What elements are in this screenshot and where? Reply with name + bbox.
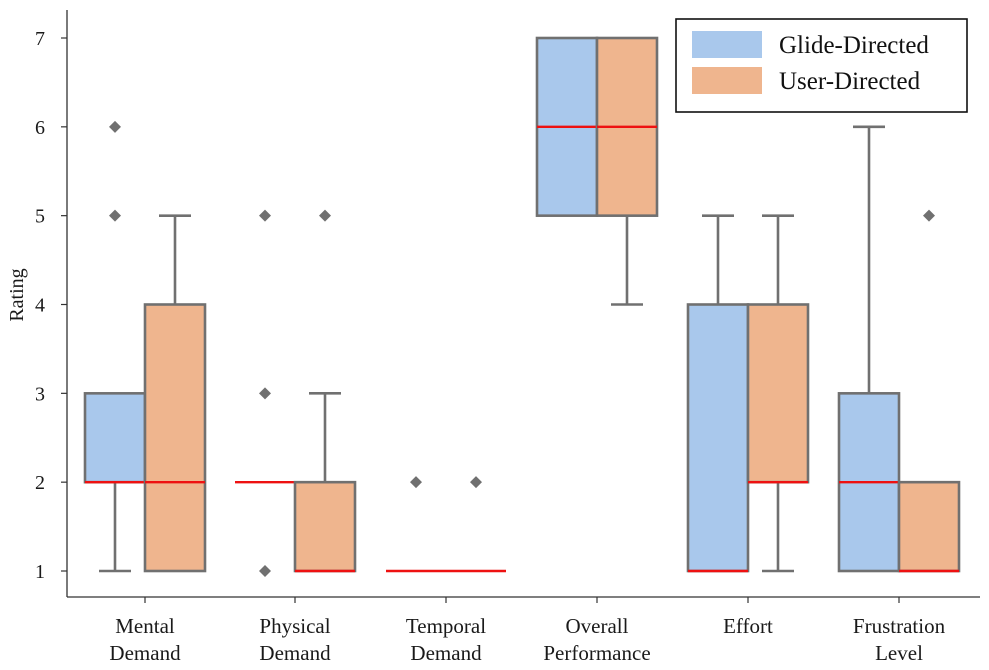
category-label: Demand [259, 641, 331, 665]
box-0 [143, 214, 207, 573]
box-0 [83, 120, 147, 573]
category-label: Performance [543, 641, 650, 665]
y-tick-label: 7 [35, 28, 45, 50]
outlier-point [259, 387, 271, 400]
y-tick-label: 6 [35, 117, 45, 139]
legend-swatch [692, 31, 762, 58]
box-4 [686, 214, 750, 573]
box-body [83, 392, 147, 484]
legend-label: User-Directed [779, 68, 921, 95]
box-body [143, 303, 207, 573]
y-tick-label: 3 [35, 383, 45, 405]
legend: Glide-Directed User-Directed [675, 18, 968, 113]
box-3 [535, 36, 599, 217]
legend-label: Glide-Directed [779, 32, 929, 59]
legend-swatch [692, 67, 762, 94]
outlier-point [259, 209, 271, 222]
category-label: Effort [723, 614, 773, 638]
category-label: Demand [109, 641, 181, 665]
category-label: Demand [410, 641, 482, 665]
outlier-point [923, 209, 935, 222]
y-tick-label: 2 [35, 472, 45, 494]
box-1 [235, 209, 295, 577]
plot-frame [66, 10, 980, 598]
y-tick-label: 5 [35, 206, 45, 228]
outlier-point [109, 209, 121, 222]
category-label: Level [875, 641, 923, 665]
box-4 [746, 214, 810, 573]
box-series [83, 36, 961, 577]
box-body [293, 480, 357, 573]
x-axis: Mental Demand Physical Demand Temporal Demand… [109, 597, 946, 665]
box-5 [837, 125, 901, 573]
box-2 [446, 476, 506, 573]
outlier-point [259, 565, 271, 577]
category-label: Frustration [853, 614, 946, 638]
category-label: Physical [259, 614, 330, 638]
box-body [897, 480, 961, 573]
outlier-point [319, 209, 331, 222]
series-user-directed [143, 36, 961, 573]
y-tick-label: 1 [35, 561, 45, 583]
category-label: Temporal [406, 614, 486, 638]
outlier-point [109, 120, 121, 133]
category-label: Overall [566, 614, 629, 638]
outlier-point [470, 476, 482, 489]
box-1 [293, 209, 357, 573]
outlier-point [410, 476, 422, 489]
box-body [686, 303, 750, 573]
y-axis: 1 2 3 4 5 6 7 [35, 28, 67, 583]
box-3 [595, 36, 659, 306]
box-2 [386, 476, 446, 573]
box-5 [897, 209, 961, 573]
y-axis-title: Rating [6, 268, 28, 321]
box-body [746, 303, 810, 484]
y-tick-label: 4 [35, 295, 45, 317]
category-label: Mental [115, 614, 175, 638]
